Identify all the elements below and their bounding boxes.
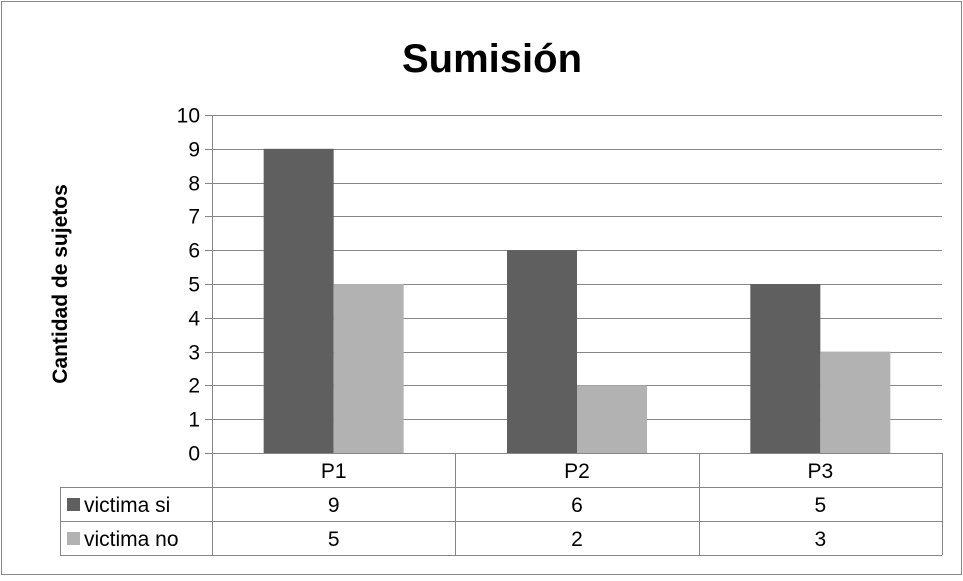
legend-key xyxy=(67,532,80,545)
bar-victima-si xyxy=(750,284,821,453)
x-tick-label: P3 xyxy=(807,460,833,483)
bar-victima-si xyxy=(507,250,577,453)
y-tick-label: 9 xyxy=(188,139,200,162)
y-axis-label: Cantidad de sujetos xyxy=(49,184,72,384)
y-tick-label: 1 xyxy=(188,409,200,432)
bar-victima-si xyxy=(263,148,334,454)
y-tick-label: 7 xyxy=(188,206,200,229)
x-tick-label: P1 xyxy=(321,460,347,483)
y-tick-label: 3 xyxy=(188,342,200,365)
axes: 0 1 2 3 4 5 6 7 8 9 10 xyxy=(177,105,213,466)
y-tick-label: 8 xyxy=(188,173,200,196)
y-tick-label: 10 xyxy=(177,105,200,128)
y-tick-label: 4 xyxy=(188,308,200,331)
data-label: 5 xyxy=(328,528,340,551)
legend-label: victima si xyxy=(84,494,170,517)
data-label: 3 xyxy=(814,528,826,551)
y-tick-label: 5 xyxy=(188,274,200,297)
data-label: 6 xyxy=(571,494,583,517)
bars xyxy=(263,148,891,454)
legend-label: victima no xyxy=(84,528,179,551)
y-tick-label: 2 xyxy=(188,375,200,398)
legend-key xyxy=(67,498,80,511)
bar-victima-no xyxy=(820,351,891,453)
y-tick-label: 0 xyxy=(188,443,200,466)
y-tick-label: 6 xyxy=(188,240,200,263)
bar-victima-no xyxy=(577,385,647,453)
data-label: 9 xyxy=(328,494,340,517)
data-label: 2 xyxy=(571,528,583,551)
chart-title: Sumisión xyxy=(402,37,582,81)
data-table: P1 P2 P3 victima si 9 6 5 victima no 5 2 3 xyxy=(60,453,943,556)
x-tick-label: P2 xyxy=(564,460,590,483)
data-label: 5 xyxy=(814,494,826,517)
bar-victima-no xyxy=(333,284,404,453)
